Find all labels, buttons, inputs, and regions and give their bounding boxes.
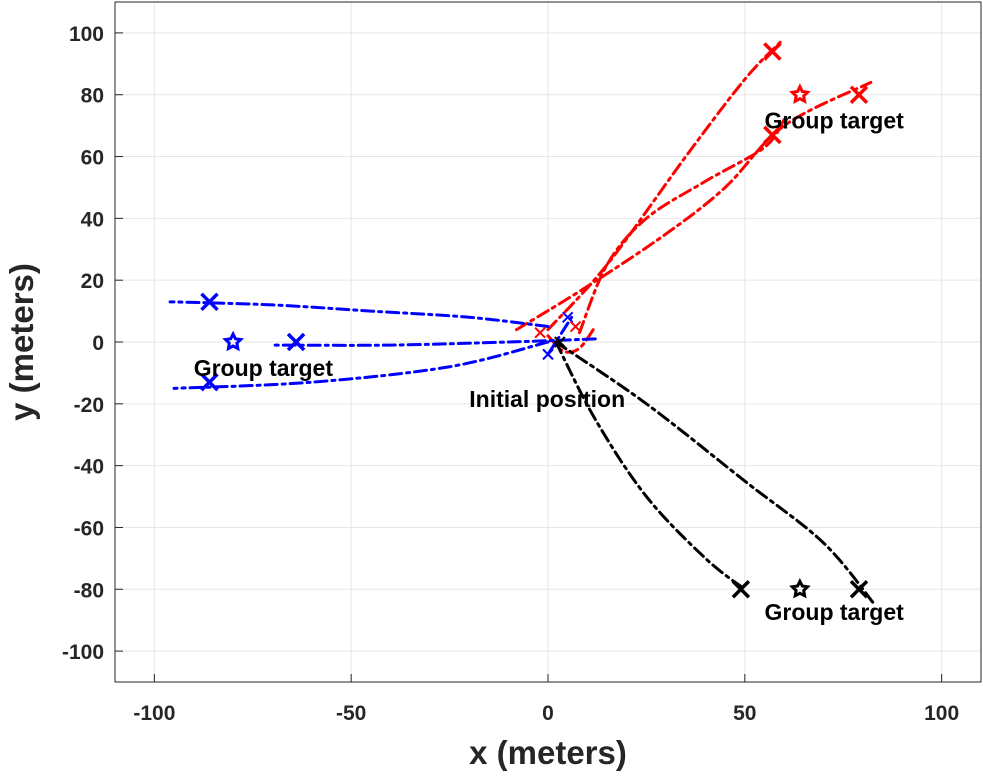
trajectory-red-2 <box>577 117 786 335</box>
annotation-label: Group target <box>765 599 905 625</box>
black-star-marker <box>789 577 811 599</box>
trajectories <box>168 40 877 607</box>
y-tick-label: 60 <box>81 147 104 170</box>
trajectory-blue-6 <box>172 340 550 390</box>
annotations: Group target Group target Group target Init… <box>194 108 904 625</box>
x-tick-label: 50 <box>733 702 756 725</box>
trajectory-blue-5 <box>270 337 597 347</box>
red-cross-marker <box>763 42 782 61</box>
y-tick-label: -20 <box>74 394 104 417</box>
tick-labels: -100 -50 0 50 100 100 80 60 40 20 0 -20 -40 -60 -80 -10… <box>62 23 959 725</box>
trajectory-blue-7 <box>546 315 574 356</box>
y-tick-label: -80 <box>74 579 104 602</box>
blue-cross-marker <box>286 332 306 352</box>
y-tick-label: 40 <box>81 208 104 231</box>
blue-cross-marker <box>200 292 219 312</box>
y-tick-label: 80 <box>81 85 104 108</box>
red-cross-small-marker <box>534 327 546 339</box>
y-tick-label: -60 <box>74 517 104 540</box>
y-tick-label: 20 <box>81 270 104 293</box>
blue-cross-marker <box>200 372 219 392</box>
trajectory-black-9 <box>554 340 877 607</box>
annotation-label: Initial position <box>469 386 625 412</box>
y-tick-label: -40 <box>74 456 104 479</box>
markers <box>200 42 869 599</box>
trajectory-red-0 <box>546 40 782 332</box>
black-cross-marker <box>731 580 751 599</box>
x-tick-label: 100 <box>924 702 959 725</box>
x-tick-label: -100 <box>133 702 175 725</box>
blue-star-marker <box>222 330 244 352</box>
blue-cross-small-marker <box>561 311 574 323</box>
red-cross-marker <box>849 85 869 104</box>
x-axis-label: x (meters) <box>469 734 627 771</box>
annotation-label: Group target <box>194 355 334 381</box>
red-star-marker <box>789 83 811 104</box>
y-tick-label: -100 <box>62 641 104 664</box>
annotation-label: Group target <box>765 108 905 134</box>
trajectory-red-1 <box>515 80 873 332</box>
y-tick-label: 100 <box>69 23 104 46</box>
black-cross-small-marker <box>554 336 566 348</box>
grid <box>115 2 981 682</box>
x-tick-label: 0 <box>542 702 554 725</box>
y-axis-label: y (meters) <box>3 263 40 421</box>
black-cross-marker <box>849 580 869 599</box>
red-cross-small-marker <box>569 320 582 333</box>
blue-cross-small-marker <box>542 348 554 361</box>
y-tick-label: 0 <box>92 332 104 355</box>
trajectory-black-8 <box>554 340 747 591</box>
x-tick-label: -50 <box>336 702 366 725</box>
red-cross-marker <box>763 125 782 145</box>
trajectory-blue-4 <box>168 300 550 329</box>
